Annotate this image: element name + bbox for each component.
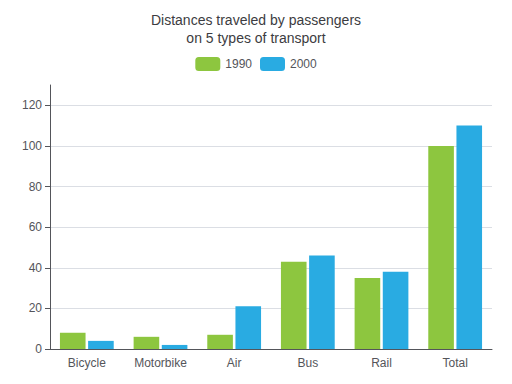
svg-text:Total: Total [442,356,467,370]
svg-text:on 5 types of transport: on 5 types of transport [186,30,325,46]
svg-text:Air: Air [227,356,242,370]
svg-text:Motorbike: Motorbike [134,356,187,370]
svg-text:60: 60 [29,220,43,234]
svg-text:100: 100 [22,139,42,153]
svg-text:Bicycle: Bicycle [68,356,106,370]
svg-text:Bus: Bus [297,356,318,370]
svg-text:1990: 1990 [225,57,252,71]
svg-text:0: 0 [35,342,42,356]
svg-text:Rail: Rail [371,356,392,370]
svg-text:20: 20 [29,301,43,315]
svg-text:40: 40 [29,261,43,275]
svg-text:80: 80 [29,180,43,194]
svg-text:Distances traveled by passenge: Distances traveled by passengers [151,12,361,28]
svg-text:2000: 2000 [290,57,317,71]
svg-text:120: 120 [22,98,42,112]
